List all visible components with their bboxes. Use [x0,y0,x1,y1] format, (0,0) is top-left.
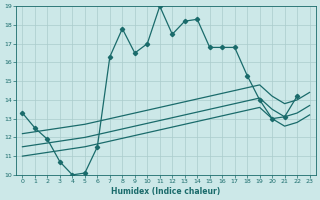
X-axis label: Humidex (Indice chaleur): Humidex (Indice chaleur) [111,187,221,196]
